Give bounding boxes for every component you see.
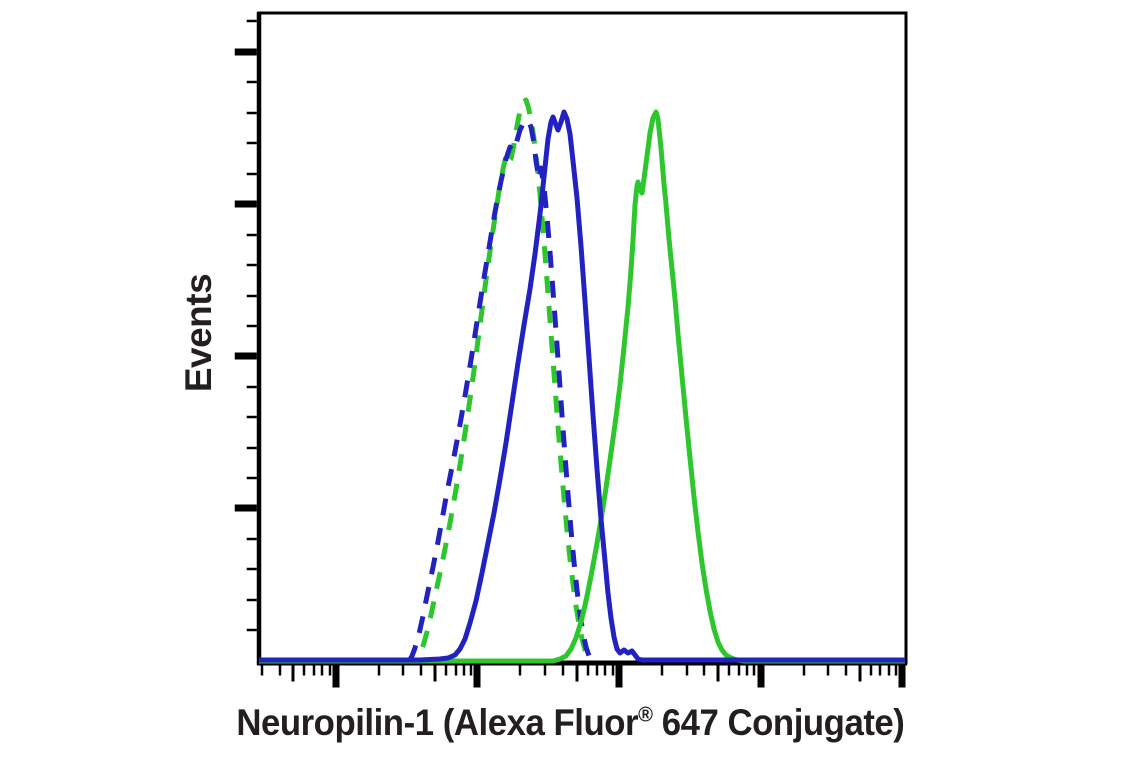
x-axis-label-pre: Neuropilin-1 (Alexa Fluor: [236, 702, 639, 743]
x-axis-label: Neuropilin-1 (Alexa Fluor® 647 Conjugate…: [0, 702, 1141, 744]
x-axis-label-text: Neuropilin-1 (Alexa Fluor® 647 Conjugate…: [236, 702, 905, 744]
series-control-dashed-green: [414, 97, 593, 663]
series-stained-solid-green: [259, 109, 905, 664]
axis-ticks: [234, 19, 906, 688]
series-control-dashed-blue: [406, 117, 596, 664]
registered-trademark-symbol: ®: [638, 702, 653, 727]
x-axis-label-post: 647 Conjugate): [652, 702, 905, 743]
series-stained-solid-blue: [259, 109, 905, 663]
y-axis-label: Events: [178, 273, 219, 393]
plot-frame: [256, 11, 908, 666]
